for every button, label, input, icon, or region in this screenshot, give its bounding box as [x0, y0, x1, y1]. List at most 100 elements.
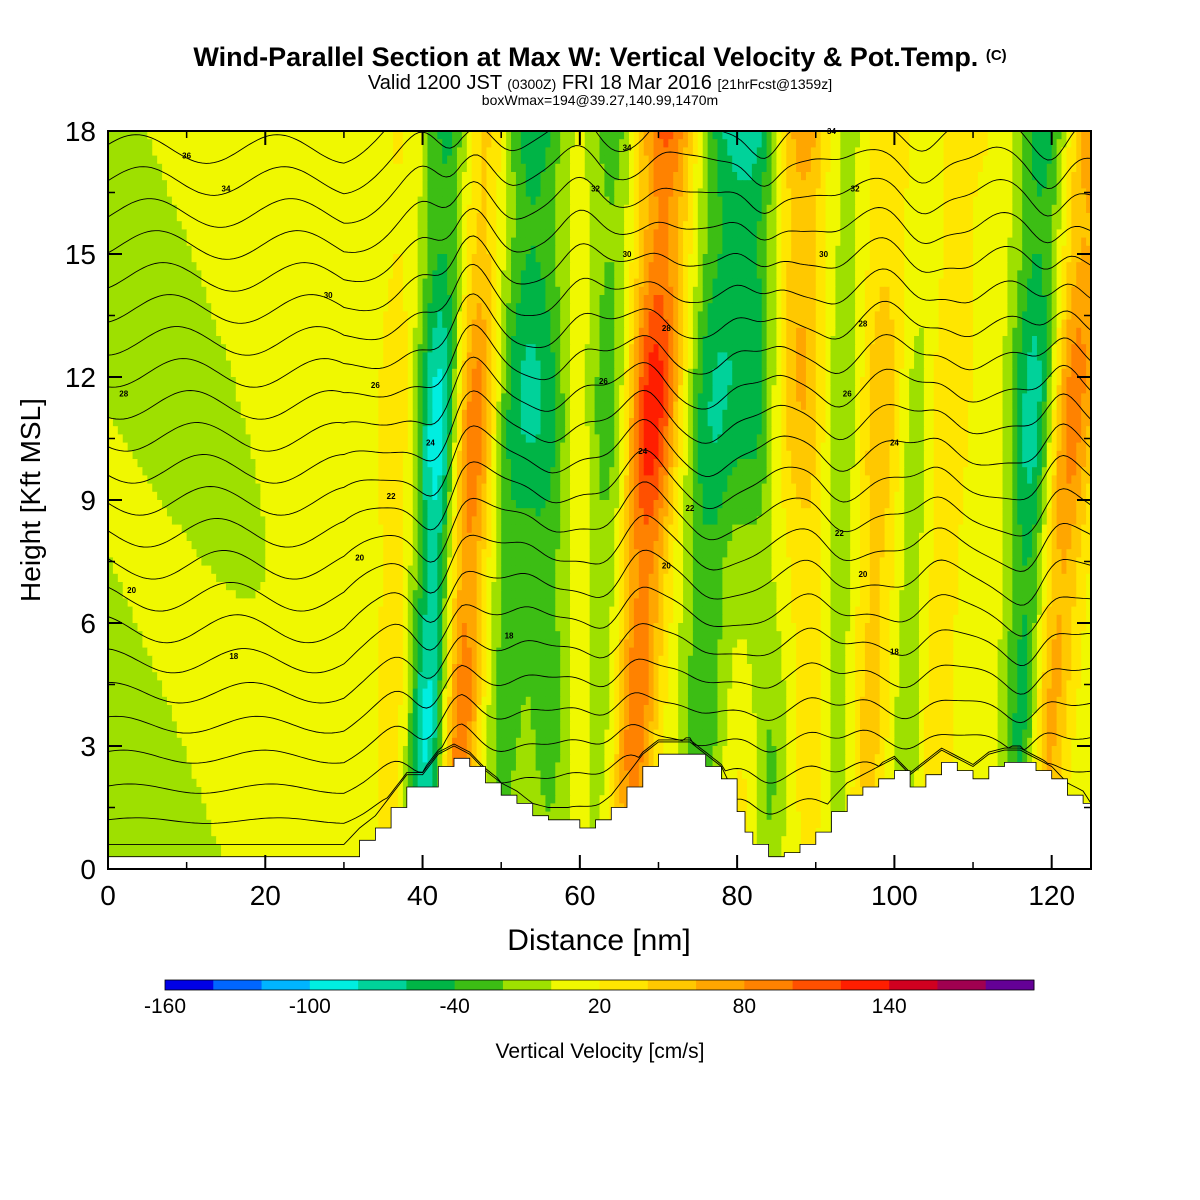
y-tick-label: 6	[80, 608, 96, 639]
theta-contour-line	[108, 263, 1091, 356]
colorbar-swatch	[647, 980, 697, 990]
contour-label: 22	[387, 492, 396, 501]
contour-label: 18	[890, 648, 899, 657]
colorbar-swatch	[840, 980, 890, 990]
theta-contour-line	[108, 390, 1091, 484]
colorbar-swatch	[213, 980, 263, 990]
copyright-tag: (C)	[985, 47, 1007, 64]
colorbar-swatch	[454, 980, 504, 990]
theta-contour-line	[108, 586, 1091, 674]
chart-subtitle-box: boxWmax=194@39.27,140.99,1470m	[481, 92, 719, 108]
x-tick-label: 80	[722, 880, 753, 911]
colorbar-swatch	[985, 980, 1035, 990]
contour-label: 30	[324, 291, 333, 300]
theta-contour-line	[108, 131, 1076, 196]
y-tick-label: 15	[65, 239, 96, 270]
colorbar-swatch	[551, 980, 600, 990]
contour-label: 18	[229, 652, 238, 661]
theta-contour-line	[108, 658, 1091, 734]
colorbar-swatch	[744, 980, 794, 990]
theta-contour-line	[108, 145, 1091, 228]
colorbar-swatch	[358, 980, 407, 990]
contour-label: 20	[662, 562, 671, 571]
theta-contour-line	[108, 692, 1091, 764]
theta-contour-line	[108, 739, 1091, 824]
chart-title: Wind-Parallel Section at Max W: Vertical…	[193, 42, 1007, 72]
colorbar-tick-label: -40	[439, 995, 469, 1018]
contour-label: 26	[599, 377, 608, 386]
colorbar-tick-label: 20	[588, 995, 611, 1018]
velocity-field	[108, 131, 1091, 869]
terrain-mask	[107, 753, 1092, 870]
theta-contour-line	[108, 235, 1091, 324]
contour-label: 24	[890, 439, 899, 448]
theta-contour-line	[108, 481, 1091, 580]
theta-contour-line	[108, 723, 1091, 794]
theta-contour-line	[108, 549, 1091, 644]
contour-label: 30	[623, 250, 632, 259]
theta-contour-line	[108, 207, 1091, 292]
colorbar: -160 -100 -40 20 80 140	[144, 979, 1035, 1018]
theta-contour-line	[108, 293, 1091, 388]
y-tick-label: 18	[65, 116, 96, 147]
theta-contour-line	[108, 741, 1091, 845]
contour-label: 32	[591, 184, 600, 193]
contour-label: 24	[638, 447, 647, 456]
contour-label: 28	[119, 389, 128, 398]
contour-label: 20	[355, 553, 364, 562]
theta-contour-line	[108, 131, 386, 164]
colorbar-swatch	[165, 980, 214, 990]
colorbar-tick-label: -160	[144, 995, 186, 1018]
terrain	[107, 753, 1092, 870]
contour-label: 36	[182, 152, 191, 161]
chart-subtitle: Valid 1200 JST (0300Z) FRI 18 Mar 2016 […	[367, 72, 833, 94]
contour-label: 20	[858, 570, 867, 579]
colorbar-label: Vertical Velocity [cm/s]	[496, 1040, 705, 1063]
x-tick-label: 120	[1028, 880, 1075, 911]
colorbar-frame	[164, 979, 1035, 991]
colorbar-swatch	[792, 980, 842, 990]
x-tick-label: 20	[250, 880, 281, 911]
y-tick-label: 12	[65, 362, 96, 393]
contour-label: 30	[819, 250, 828, 259]
contour-label: 26	[371, 381, 380, 390]
x-axis-label: Distance [nm]	[507, 924, 690, 957]
theta-contour-line	[108, 324, 1091, 420]
colorbar-swatch	[889, 980, 938, 990]
theta-contour-line	[108, 449, 1091, 548]
contour-label: 24	[426, 439, 435, 448]
contour-label: 32	[851, 184, 860, 193]
y-tick-label: 3	[80, 731, 96, 762]
colorbar-swatch	[261, 980, 311, 990]
colorbar-swatch	[696, 980, 745, 990]
x-tick-label: 0	[100, 880, 116, 911]
x-tick-label: 60	[564, 880, 595, 911]
theta-contour-line	[108, 176, 1091, 260]
colorbar-swatch	[406, 980, 456, 990]
colorbar-tick-label: 140	[872, 995, 907, 1018]
y-tick-label: 9	[80, 485, 96, 516]
contour-label: 28	[662, 324, 671, 333]
theta-contour-line	[108, 623, 1091, 704]
theta-contour-line	[108, 419, 1091, 516]
theta-contours	[108, 131, 1091, 845]
colorbar-swatch	[937, 980, 987, 990]
theta-contour-line	[108, 514, 1091, 612]
colorbar-swatch	[309, 980, 359, 990]
x-tick-label: 40	[407, 880, 438, 911]
colorbar-tick-label: 80	[733, 995, 756, 1018]
colorbar-swatch	[599, 980, 649, 990]
x-tick-label: 100	[871, 880, 918, 911]
theta-contour-line	[192, 131, 346, 132]
y-axis-label: Height [Kft MSL]	[15, 398, 46, 602]
colorbar-tick-label: -100	[289, 995, 331, 1018]
colorbar-swatch	[502, 980, 552, 990]
contour-label: 28	[858, 320, 867, 329]
contour-label: 34	[222, 184, 231, 193]
contour-label: 34	[623, 143, 632, 152]
contour-label: 26	[843, 389, 852, 398]
contour-label: 22	[685, 504, 694, 513]
